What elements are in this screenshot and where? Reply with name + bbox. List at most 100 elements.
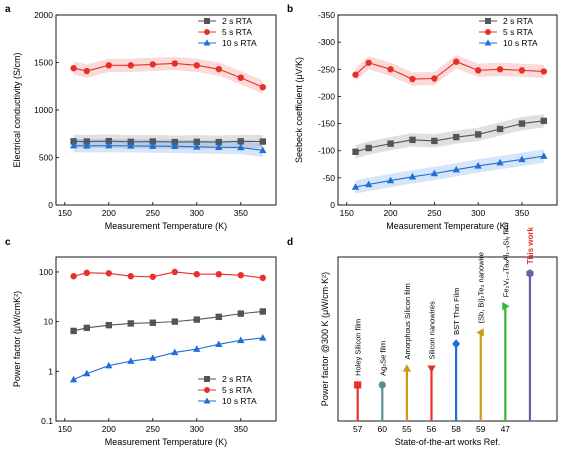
bar-marker [378,381,386,389]
series-line [355,61,544,80]
y-tick-label: -250 [318,64,335,74]
bar-label: Ag₂Se film [378,341,387,376]
data-point [83,369,91,377]
lollipop-bar: Amorphous Silicon film [402,283,412,421]
legend-label: 5 s RTA [222,27,252,37]
data-point [171,348,179,356]
legend-label: 2 s RTA [222,16,252,26]
data-point [237,272,244,279]
series-line [73,62,264,88]
data-point [540,152,548,159]
series-line [73,310,263,332]
y-tick-label: 500 [39,153,53,163]
series-line [73,140,263,143]
series-2-s-RTA [70,308,266,335]
data-point [387,140,394,147]
data-point [259,146,267,154]
series-2-s-RTA [352,114,548,159]
data-point [215,143,223,150]
bar-marker [526,269,534,278]
data-point [83,324,90,332]
data-point [105,270,113,277]
series-line [73,145,263,151]
data-point [453,58,460,65]
plot-frame [337,256,558,422]
panel-c: c 150 200 250 300 350 0.1 1 10 100 Measurement Tem… [5,237,277,447]
x-tick-label: 300 [190,208,204,218]
lollipop-bar: Holey Silicon film [354,319,363,421]
legend-marker [203,397,211,404]
x-tick-label: 300 [190,424,204,434]
data-point [352,148,359,155]
series-band [73,56,263,94]
panel-a: a 150 200 250 300 350 0 500 1000 1500 2000 Measurem… [5,4,277,231]
data-point [474,162,482,169]
data-point [352,71,359,78]
data-point [171,268,178,276]
legend-label: 10 s RTA [222,396,257,406]
data-point [474,67,482,74]
x-tick-label: 57 [353,424,363,434]
x-tick-label: 250 [427,208,441,218]
data-point [430,169,439,177]
data-point [351,183,360,190]
data-point [127,320,134,327]
data-point [171,142,179,150]
data-point [431,137,438,145]
data-point [408,172,417,180]
panel-letter: d [287,237,293,248]
data-point [105,137,112,145]
panel-letter: a [5,4,11,15]
data-point [259,308,266,315]
y-axis-label: Electrical conductivity (S/cm) [12,52,22,167]
data-point [149,273,156,280]
y-tick-label: 10 [44,317,54,327]
data-point [259,84,266,91]
data-point [237,143,245,151]
x-tick-label: 150 [58,208,72,218]
x-axis-label: Measurement Temperature (K) [105,437,227,447]
data-point [83,138,90,145]
data-point [70,65,77,72]
bar-marker [452,339,461,349]
data-point [193,316,200,323]
y-tick-label: -300 [318,37,335,47]
series-band [355,114,544,159]
data-point [193,138,200,146]
data-point [83,142,91,149]
bar-label: (Sb, Bi)₂Te₃ nanowire [477,252,486,323]
panel-b: b 150 200 250 300 350 0 -50 -100 -150 -200 -250 -300… [287,4,558,231]
data-point [69,375,78,383]
legend-label: 2 s RTA [503,16,533,26]
lollipop-bar: (Sb, Bi)₂Te₃ nanowire [476,252,486,421]
data-point [215,138,222,146]
series-10-s-RTA [69,334,267,383]
data-point [365,144,372,152]
y-tick-label: 1500 [34,58,53,68]
data-point [409,136,416,144]
x-tick-label: 350 [234,208,248,218]
bar-label: This work [526,227,535,265]
data-point [474,131,482,138]
data-point [70,327,77,335]
data-point [193,345,201,352]
legend-marker [485,18,491,24]
data-point [387,66,394,73]
data-point [540,117,548,125]
data-point [105,141,113,149]
lollipop-bar: This work [526,227,535,421]
bar-marker [354,381,362,389]
data-point [496,158,504,166]
x-tick-label: 60 [378,424,388,434]
data-point [452,165,460,173]
bar-label: Amorphous Silicon film [403,283,412,359]
x-tick-label: 58 [451,424,461,434]
data-point [149,61,156,68]
legend-label: 2 s RTA [222,374,252,384]
data-point [237,74,244,81]
series-line [73,337,263,381]
bar-marker [427,365,436,373]
series-line [73,271,263,279]
data-point [127,357,135,364]
